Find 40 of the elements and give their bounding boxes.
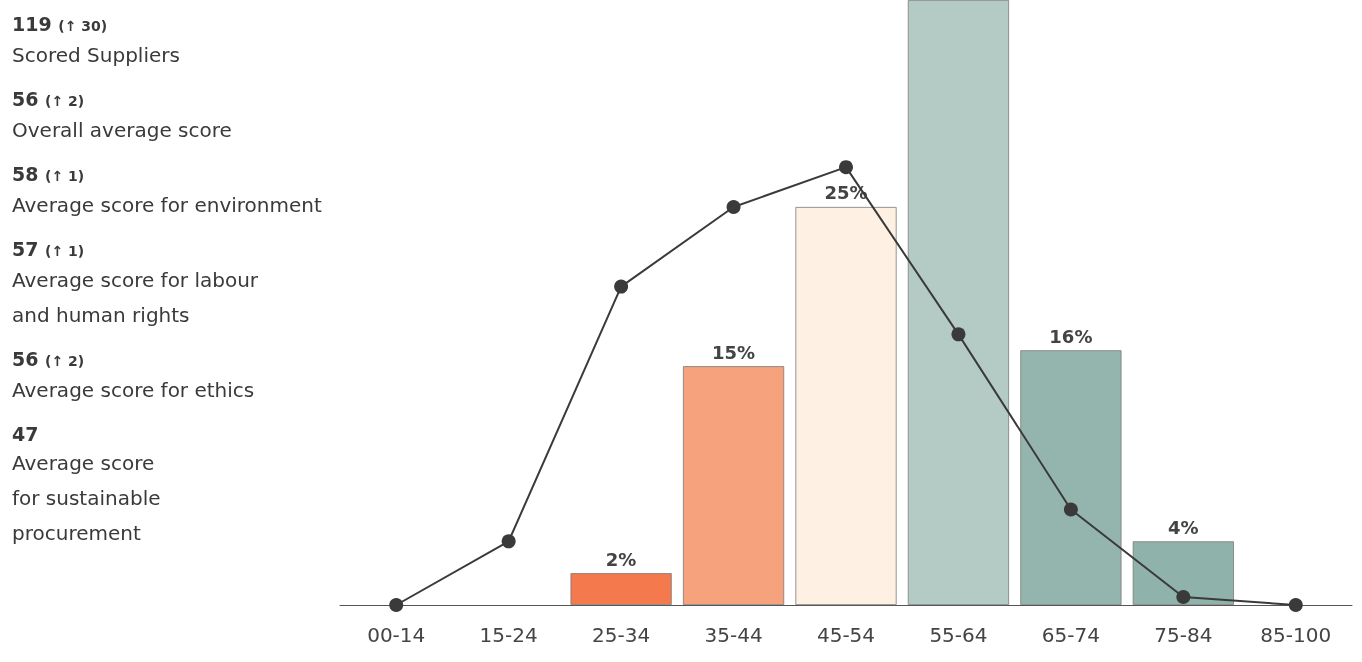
x-tick-label: 00-14	[367, 623, 426, 647]
text: Average score for environment	[12, 192, 323, 219]
text: Average score for sustainable procurement	[12, 450, 162, 547]
bar	[795, 206, 897, 605]
x-tick-label: 55-64	[929, 623, 988, 647]
bar	[1132, 541, 1234, 605]
text: Average score for ethics	[12, 377, 256, 404]
point	[1176, 590, 1191, 605]
point	[501, 534, 516, 549]
bar	[1020, 350, 1122, 605]
point	[614, 279, 629, 294]
text: 58 (↑ 1)	[12, 162, 86, 187]
data-label: 16%	[1049, 325, 1093, 347]
bar	[907, 0, 1010, 605]
text: Overall average score	[12, 117, 233, 144]
text: 56 (↑ 2)	[12, 347, 86, 372]
point	[389, 598, 404, 612]
data-label: 4%	[1168, 516, 1199, 538]
text: Scored Suppliers	[12, 42, 181, 69]
point	[839, 160, 853, 175]
text: Average score for labour and human rights	[12, 267, 260, 329]
x-tick-label: 85-100	[1260, 623, 1332, 647]
x-tick-label: 25-34	[592, 623, 651, 647]
x-tick-label: 45-54	[816, 623, 876, 647]
point	[1063, 502, 1078, 517]
text: 47	[12, 422, 40, 446]
point	[1288, 598, 1303, 612]
point	[951, 327, 966, 342]
bar	[570, 573, 672, 605]
x-tick-label: 35-44	[704, 623, 763, 647]
data-label: 15%	[712, 341, 756, 363]
x-tick-label: 15-24	[479, 623, 538, 647]
x-tick-label: 75-84	[1154, 623, 1213, 647]
text: 57 (↑ 1)	[12, 237, 86, 262]
text: 56 (↑ 2)	[12, 87, 86, 112]
text: 119 (↑ 30)	[12, 12, 109, 37]
x-tick-label: 65-74	[1041, 623, 1100, 647]
bar	[682, 366, 785, 605]
data-label: 2%	[605, 548, 637, 570]
point	[726, 199, 741, 214]
